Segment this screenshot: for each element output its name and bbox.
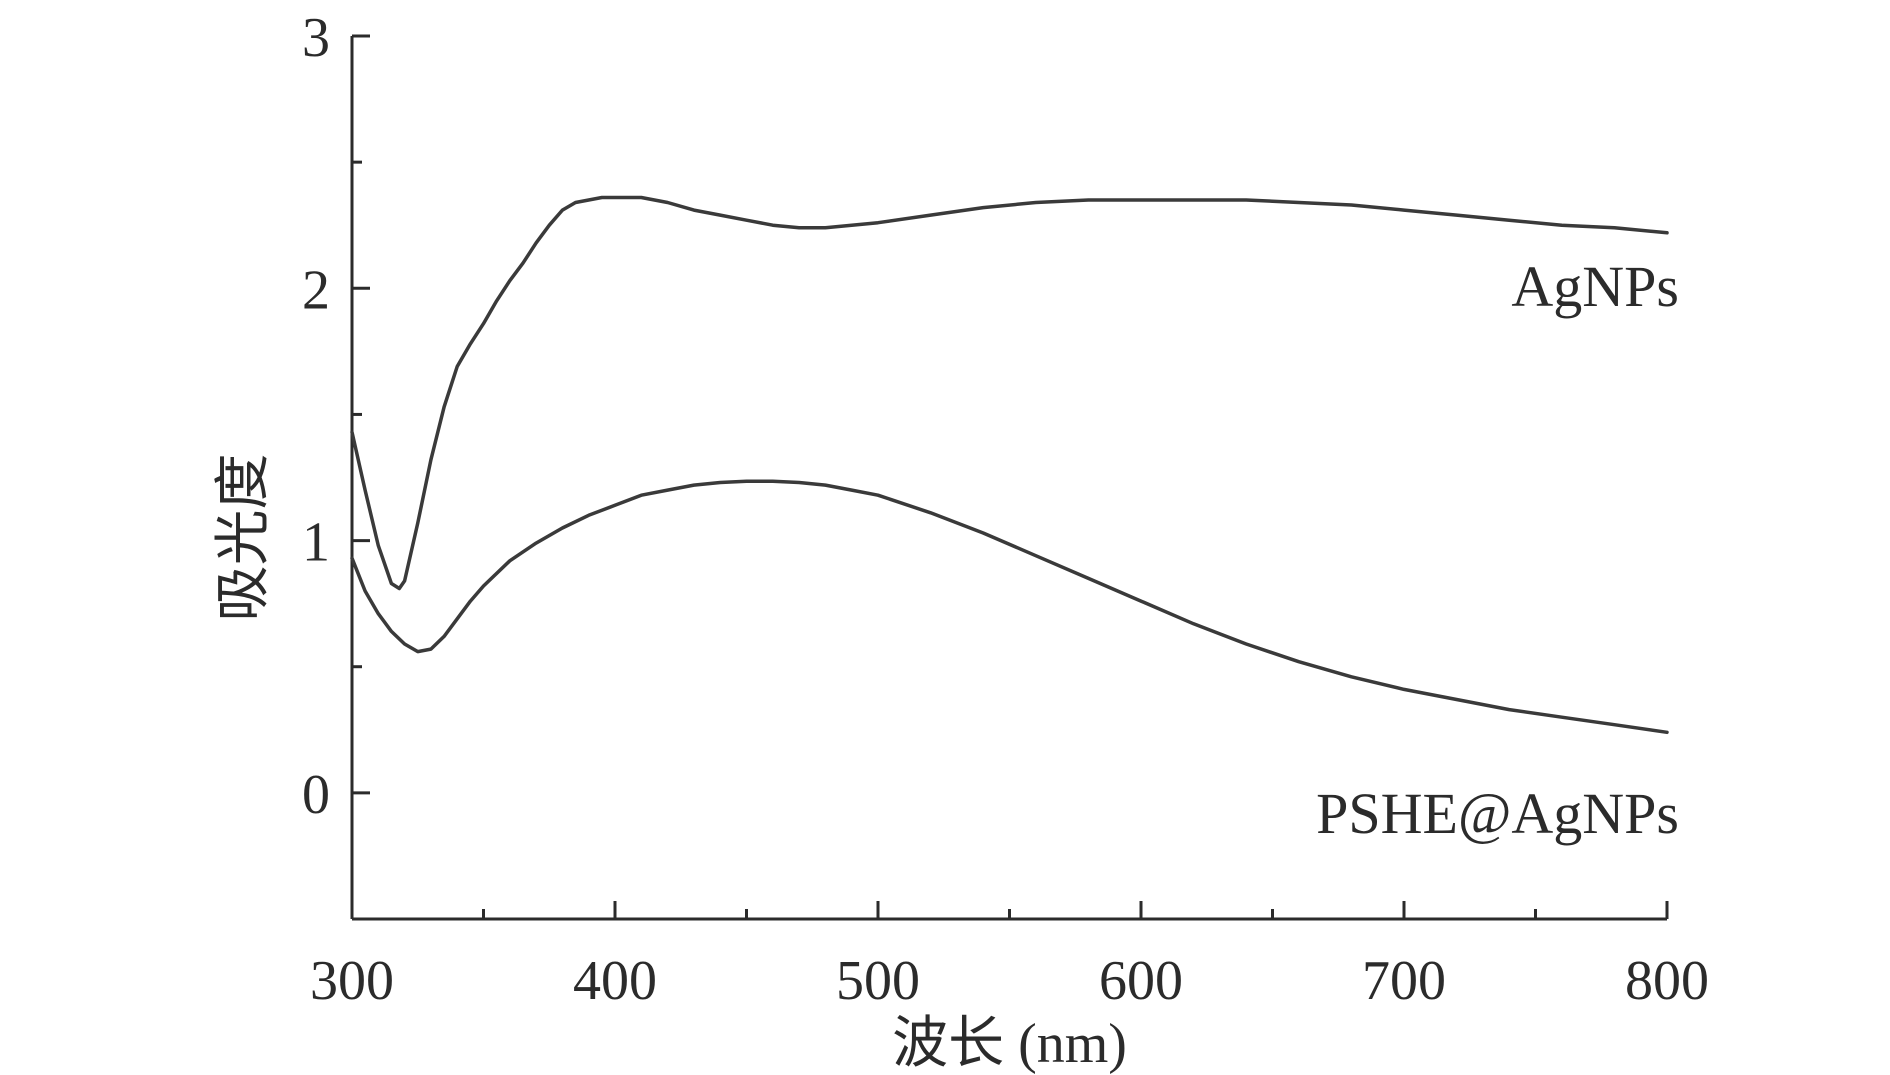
series-line-1 <box>350 479 1669 735</box>
y-axis-title: 吸光度 <box>213 454 275 622</box>
axes <box>350 34 1669 921</box>
x-tick-label: 600 <box>1099 950 1183 1012</box>
x-tick-label: 800 <box>1625 950 1709 1012</box>
series-group <box>350 195 1669 735</box>
series-label-agnps: AgNPs <box>1511 254 1679 319</box>
x-tick-label: 400 <box>573 950 657 1012</box>
labels: 0 1 2 3 300 400 500 600 700 800 波长 (nm) 吸光度 AgNPs PSH… <box>213 7 1709 1075</box>
y-tick-label: 0 <box>302 764 330 826</box>
x-axis-title: 波长 (nm) <box>892 1013 1127 1075</box>
x-tick-label: 500 <box>836 950 920 1012</box>
y-tick-label: 3 <box>302 7 330 69</box>
y-tick-label: 1 <box>302 512 330 574</box>
y-tick-label: 2 <box>302 259 330 321</box>
x-tick-label: 700 <box>1362 950 1446 1012</box>
series-label-pshe-agnps: PSHE@AgNPs <box>1316 781 1679 846</box>
x-tick-label: 300 <box>310 950 394 1012</box>
series-line-0 <box>350 195 1669 591</box>
